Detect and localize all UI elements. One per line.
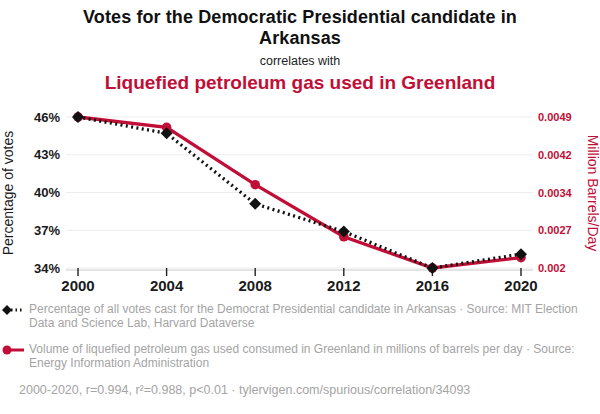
legend-label-votes: Percentage of all votes cast for the Dem…	[29, 302, 585, 330]
left-axis-tick-labels: 46% 43% 40% 37% 34%	[34, 110, 60, 276]
x-axis-tick-labels: 2000 2004 2008 2012 2016 2020	[61, 277, 537, 294]
x-tick-label: 2020	[504, 277, 537, 294]
correlates-with-subtitle: correlates with	[0, 54, 600, 68]
page-title-secondary: Liquefied petroleum gas used in Greenlan…	[0, 72, 600, 94]
legend: Percentage of all votes cast for the Dem…	[2, 302, 596, 397]
right-tick-label: 0.0049	[538, 111, 572, 123]
data-point-marker	[249, 198, 261, 210]
left-tick-label: 34%	[34, 261, 60, 276]
x-tick-label: 2000	[61, 277, 94, 294]
x-tick-label: 2012	[327, 277, 360, 294]
data-point-marker	[250, 180, 260, 190]
gridlines	[66, 117, 533, 268]
data-point-marker	[72, 111, 84, 123]
left-tick-label: 40%	[34, 185, 60, 200]
left-tick-label: 46%	[34, 110, 60, 125]
left-tick-label: 37%	[34, 223, 60, 238]
legend-label-lpg: Volume of liquefied petroleum gas used c…	[29, 342, 585, 370]
left-axis-title: Percentage of votes	[0, 131, 16, 256]
x-tick-label: 2008	[239, 277, 272, 294]
right-tick-label: 0.002	[538, 262, 566, 274]
data-point-marker	[426, 262, 438, 274]
diamond-dotted-line-icon	[2, 304, 24, 316]
legend-item-lpg: Volume of liquefied petroleum gas used c…	[2, 342, 596, 370]
line-chart: Percentage of votes Million Barrels/Day …	[0, 100, 600, 305]
right-axis-tick-labels: 0.0049 0.0042 0.0034 0.0027 0.002	[538, 111, 573, 274]
plot-area: Percentage of votes Million Barrels/Day …	[0, 100, 600, 305]
stats-caption: 2000-2020, r=0.994, r²=0.988, p<0.01 · t…	[2, 383, 596, 397]
x-tick-label: 2016	[416, 277, 449, 294]
right-tick-label: 0.0027	[538, 224, 572, 236]
page-title: Votes for the Democratic Presidential ca…	[70, 7, 530, 49]
spurious-correlation-chart: Votes for the Democratic Presidential ca…	[0, 0, 600, 414]
x-tick-label: 2004	[150, 277, 184, 294]
circle-solid-line-icon	[2, 344, 24, 356]
x-axis	[66, 268, 533, 276]
right-axis-title: Million Barrels/Day	[585, 135, 600, 252]
right-tick-label: 0.0042	[538, 149, 572, 161]
legend-item-votes: Percentage of all votes cast for the Dem…	[2, 302, 596, 330]
left-tick-label: 43%	[34, 147, 60, 162]
right-tick-label: 0.0034	[538, 187, 573, 199]
